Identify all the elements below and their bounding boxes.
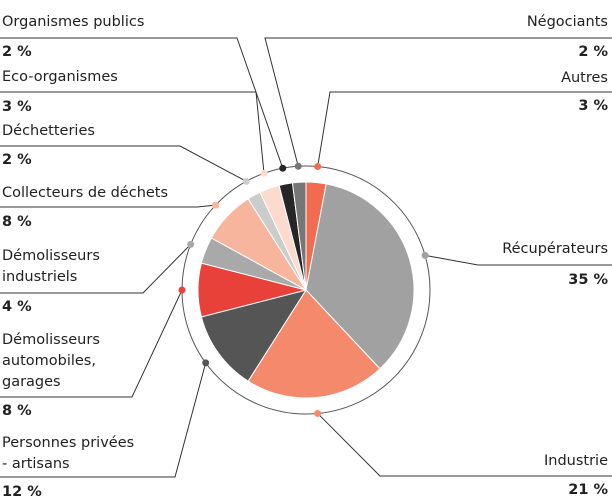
- slice-label: Récupérateurs: [502, 241, 608, 257]
- slice-label: Démolisseurs automobiles, garages: [2, 332, 100, 390]
- callout-dot: [260, 169, 268, 177]
- slice-value: 12 %: [2, 484, 42, 500]
- pie-slice: [305, 183, 415, 370]
- slice-label: Eco-organismes: [2, 69, 118, 85]
- slice-value: 2 %: [2, 44, 32, 60]
- callout-dot: [421, 251, 429, 259]
- slice-label: Négociants: [527, 14, 608, 30]
- slice-label: Démolisseurs industriels: [2, 248, 100, 285]
- callout-dot: [212, 201, 220, 209]
- callout-dot: [242, 177, 250, 185]
- slice-value: 21 %: [568, 482, 608, 498]
- slice-label: Déchetteries: [2, 123, 95, 139]
- callout-dot: [279, 164, 287, 172]
- slice-label: Industrie: [544, 453, 608, 469]
- callout-dot: [178, 286, 186, 294]
- slice-label: Organismes publics: [2, 14, 144, 30]
- leader-line: [317, 91, 612, 167]
- leader-line: [0, 362, 207, 478]
- slice-value: 2 %: [2, 152, 32, 168]
- callout-dot: [314, 163, 322, 171]
- slice-value: 35 %: [568, 272, 608, 288]
- pie-slice: [200, 289, 308, 382]
- callout-dot: [187, 240, 195, 248]
- slice-value: 8 %: [2, 214, 32, 230]
- slice-value: 2 %: [578, 44, 608, 60]
- leader-line: [264, 37, 612, 167]
- leader-line: [0, 145, 247, 182]
- leader-line: [0, 37, 284, 169]
- slice-value: 4 %: [2, 299, 32, 315]
- leader-line: [0, 289, 183, 398]
- leader-line: [317, 413, 612, 477]
- slice-value: 3 %: [578, 98, 608, 114]
- leader-line: [424, 254, 612, 266]
- slice-label: Autres: [561, 70, 608, 86]
- pie-slice: [291, 181, 307, 291]
- pie-slice: [247, 289, 381, 399]
- slice-value: 3 %: [2, 99, 32, 115]
- slice-value: 8 %: [2, 403, 32, 419]
- leader-line: [0, 244, 192, 294]
- callout-dot: [314, 409, 322, 417]
- callout-dot: [202, 359, 210, 367]
- slice-label: Collecteurs de déchets: [2, 185, 168, 201]
- leader-line: [0, 204, 216, 208]
- callout-dot: [294, 162, 302, 170]
- slice-label: Personnes privées - artisans: [2, 435, 134, 472]
